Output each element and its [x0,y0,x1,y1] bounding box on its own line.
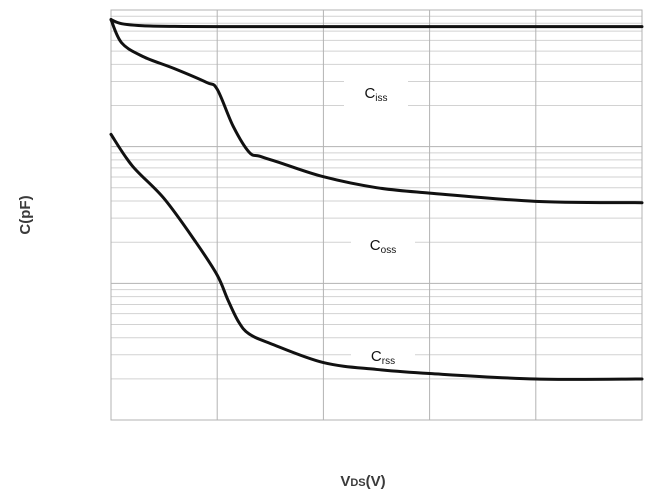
series-label-ciss: Ciss [364,85,387,104]
x-axis-label-unit: (V) [366,473,386,490]
series-label-coss: Coss [370,237,396,256]
series-line-crss [109,132,644,381]
x-axis-label-sub: DS [350,477,365,489]
plot-frame [110,9,643,421]
x-axis-label: VDS(V) [340,473,385,490]
series-line-ciss [109,18,644,29]
minor-gridlines [111,15,642,380]
y-axis-label: C(pF) [17,195,34,234]
series-label-crss: Crss [371,348,395,367]
label-backgrounds [344,81,415,370]
curves [109,18,644,381]
label-background [351,344,415,370]
x-axis-label-main: V [340,473,350,490]
label-background [344,81,408,107]
major-gridlines [111,10,642,420]
label-background [351,233,415,259]
series-line-coss [109,18,644,205]
curve-labels: Ciss Coss Crss [364,85,396,367]
